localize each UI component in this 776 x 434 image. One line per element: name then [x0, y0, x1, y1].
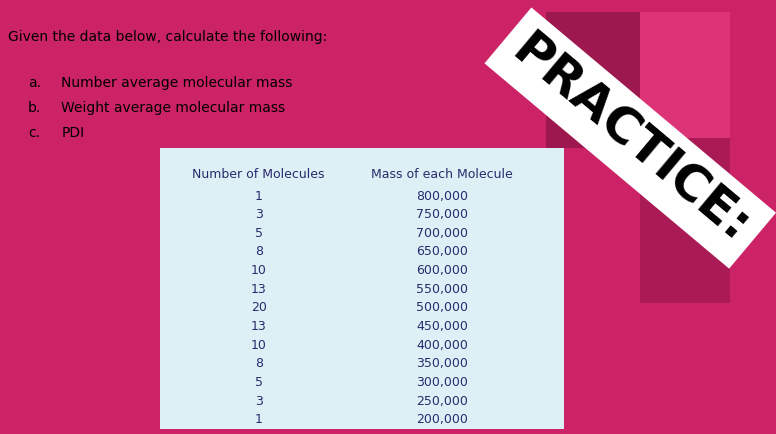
Text: 300,000: 300,000 [416, 375, 468, 388]
Bar [639, 13, 730, 139]
Text: 10: 10 [251, 338, 267, 351]
Text: 700,000: 700,000 [416, 226, 468, 239]
Text: 3: 3 [255, 394, 262, 407]
Text: 8: 8 [255, 245, 263, 258]
Text: 1: 1 [255, 412, 262, 425]
Text: PDI: PDI [61, 126, 85, 140]
Text: 600,000: 600,000 [416, 263, 468, 276]
Bar [546, 148, 659, 303]
Bar [639, 139, 730, 303]
Text: 450,000: 450,000 [416, 319, 468, 332]
Text: Number of Molecules: Number of Molecules [192, 168, 325, 181]
Text: 20: 20 [251, 301, 267, 314]
Text: 13: 13 [251, 319, 267, 332]
Text: 5: 5 [255, 375, 263, 388]
Text: 650,000: 650,000 [416, 245, 468, 258]
Text: Mass of each Molecule: Mass of each Molecule [371, 168, 513, 181]
Text: 200,000: 200,000 [416, 412, 468, 425]
Text: Number average molecular mass: Number average molecular mass [61, 76, 293, 90]
Bar [160, 148, 564, 429]
Text: a.: a. [28, 76, 41, 90]
Bar [546, 13, 730, 207]
Text: 400,000: 400,000 [416, 338, 468, 351]
Text: 1: 1 [255, 189, 262, 202]
Text: 350,000: 350,000 [416, 357, 468, 370]
Text: 250,000: 250,000 [416, 394, 468, 407]
Text: 500,000: 500,000 [416, 301, 468, 314]
Text: Given the data below, calculate the following:: Given the data below, calculate the foll… [8, 30, 327, 44]
Text: 3: 3 [255, 208, 262, 220]
Text: 750,000: 750,000 [416, 208, 468, 220]
Text: 10: 10 [251, 263, 267, 276]
Text: Weight average molecular mass: Weight average molecular mass [61, 101, 286, 115]
Text: 550,000: 550,000 [416, 282, 468, 295]
Text: 8: 8 [255, 357, 263, 370]
Text: c.: c. [28, 126, 40, 140]
Text: 5: 5 [255, 226, 263, 239]
Text: PRACTICE:: PRACTICE: [502, 26, 758, 251]
Text: b.: b. [28, 101, 41, 115]
Text: 13: 13 [251, 282, 267, 295]
Text: 800,000: 800,000 [416, 189, 468, 202]
